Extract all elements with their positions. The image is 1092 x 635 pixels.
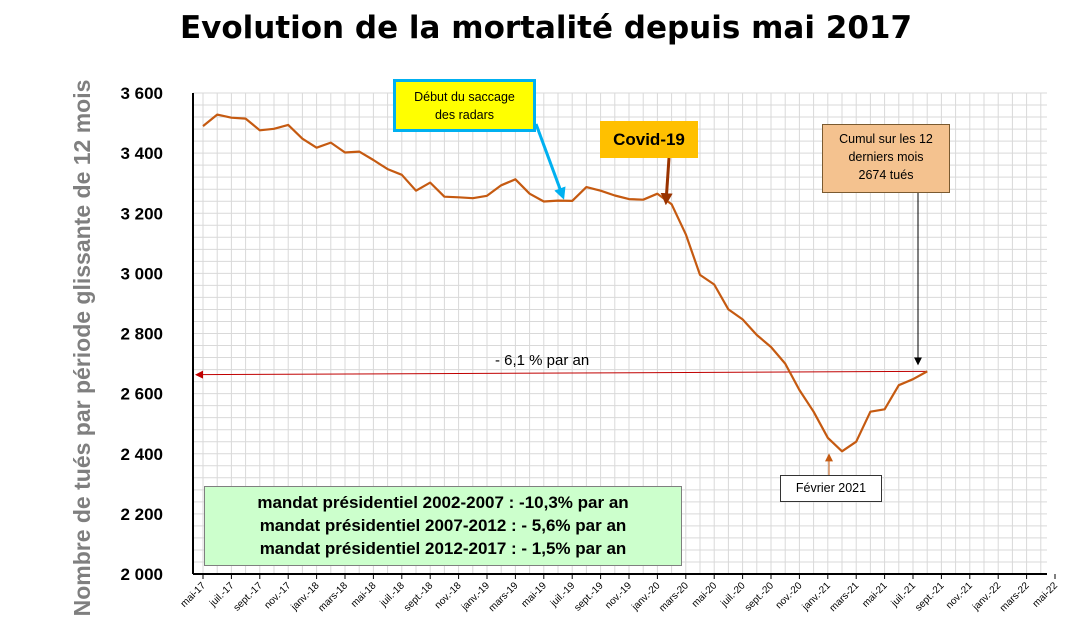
covid-annotation: Covid-19 — [600, 121, 698, 158]
y-tick-label: 2 600 — [120, 385, 163, 404]
series — [202, 113, 928, 453]
mandat-line-1: mandat présidentiel 2002-2007 : -10,3% p… — [257, 493, 629, 512]
x-tick-label: janv.-20 — [629, 580, 662, 613]
x-tick-label: mai-22 — [1031, 580, 1061, 610]
x-tick-label: mars-22 — [998, 580, 1032, 614]
cumul-annotation-line-2: derniers mois — [848, 150, 924, 164]
radar-arrow — [534, 123, 566, 200]
y-tick-label: 2 200 — [120, 505, 163, 524]
x-tick-label: sept.-19 — [572, 580, 606, 614]
x-tick-label: mars-21 — [828, 580, 862, 614]
x-ticks: mai-17 juil.-17sept.-17nov.-17janv.-18mar… — [179, 574, 1061, 614]
mandat-line-2: mandat présidentiel 2007-2012 : - 5,6% p… — [259, 516, 627, 535]
x-tick-label: janv.-21 — [800, 580, 833, 613]
y-tick-label: 3 400 — [120, 144, 163, 163]
x-tick-label: nov.-20 — [774, 580, 805, 611]
x-tick-label: nov.-18 — [433, 580, 464, 611]
x-tick-label: nov.-21 — [944, 580, 975, 611]
series-line — [202, 113, 928, 453]
x-tick-label: mai-21 — [860, 580, 890, 610]
y-tick-label: 2 000 — [120, 565, 163, 584]
radar-annotation: Début du saccage des radars — [393, 79, 536, 132]
mandat-line-3: mandat présidentiel 2012-2017 : - 1,5% p… — [259, 539, 627, 558]
x-tick-label: janv.-18 — [289, 580, 322, 613]
x-tick-label: janv.-22 — [970, 580, 1003, 613]
fevrier-annotation: Février 2021 — [780, 475, 882, 502]
cumul-annotation-line-3: 2674 tués — [858, 168, 914, 182]
reference-line — [195, 370, 928, 379]
x-tick-label: mai-18 — [349, 580, 379, 610]
chart-title: Evolution de la mortalité depuis mai 201… — [179, 10, 913, 46]
x-tick-label: sept.-18 — [402, 580, 436, 614]
x-tick-label: janv.-19 — [459, 580, 492, 613]
axes — [192, 93, 1047, 575]
x-tick-label: mars-18 — [316, 580, 350, 614]
annotation-arrows — [534, 123, 922, 475]
x-tick-label: mai-19 — [520, 580, 550, 610]
y-tick-label: 3 200 — [120, 204, 163, 223]
trend-line — [195, 370, 928, 379]
mandats-box: mandat présidentiel 2002-2007 : -10,3% p… — [204, 486, 682, 566]
x-tick-label: mars-19 — [487, 580, 521, 614]
y-tick-label: 3 000 — [120, 264, 163, 283]
y-tick-label: 3 600 — [120, 84, 163, 103]
cumul-annotation: Cumul sur les 12 derniers mois 2674 tués — [822, 124, 950, 193]
x-tick-label: sept.-17 — [232, 580, 266, 614]
rate-label: - 6,1 % par an — [495, 352, 590, 369]
cumul-annotation-line-1: Cumul sur les 12 — [839, 132, 933, 146]
radar-annotation-line-2: des radars — [434, 108, 495, 122]
x-tick-label: mai-20 — [690, 580, 720, 610]
x-tick-label: mars-20 — [657, 580, 691, 614]
x-tick-label: nov.-19 — [603, 580, 634, 611]
y-tick-label: 2 400 — [120, 445, 163, 464]
x-tick-label: nov.-17 — [262, 580, 293, 611]
x-tick-label: sept.-20 — [743, 580, 777, 614]
y-tick-label: 2 800 — [120, 325, 163, 344]
covid-arrow — [660, 157, 673, 206]
y-ticks: 2 000 2 200 2 400 2 600 2 800 3 000 3 200 3 400… — [120, 84, 163, 584]
x-tick-label: sept.-21 — [913, 580, 947, 614]
radar-annotation-line-1: Début du saccage — [414, 90, 515, 104]
x-tick-label: mai-17 — [179, 580, 209, 610]
